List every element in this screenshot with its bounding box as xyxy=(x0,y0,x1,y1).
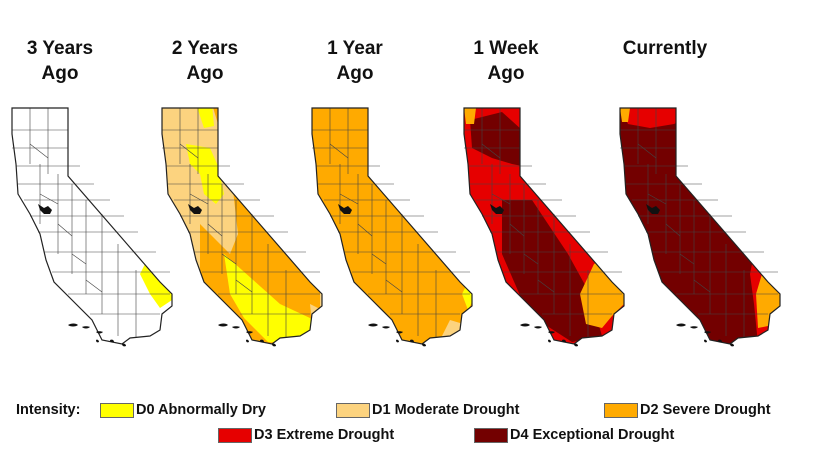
legend-label-d4: D4 Exceptional Drought xyxy=(510,427,675,443)
panel-title-1-week-ago: 1 Week Ago xyxy=(473,38,539,84)
legend-swatch-d3 xyxy=(218,428,252,443)
legend-swatch-d1 xyxy=(336,403,370,418)
map-1-year-ago xyxy=(311,107,473,347)
map-1-week-ago xyxy=(463,107,625,347)
panel-title-3-years-ago: 3 Years Ago xyxy=(26,38,94,84)
legend-label-d1: D1 Moderate Drought xyxy=(372,402,520,418)
legend-swatch-d2 xyxy=(604,403,638,418)
map-2-years-ago xyxy=(161,107,323,347)
legend-swatch-d0 xyxy=(100,403,134,418)
legend-label-d0: D0 Abnormally Dry xyxy=(136,402,266,418)
legend-label-d2: D2 Severe Drought xyxy=(640,402,771,418)
panel-title-2-years-ago: 2 Years Ago xyxy=(171,38,239,84)
panel-title-1-year-ago: 1 Year Ago xyxy=(327,38,383,84)
panel-title-currently: Currently xyxy=(622,38,708,59)
legend-intensity-label: Intensity: xyxy=(16,402,81,418)
map-currently xyxy=(619,107,781,347)
legend-label-d3: D3 Extreme Drought xyxy=(254,427,395,443)
map-3-years-ago xyxy=(11,107,173,347)
legend-swatch-d4 xyxy=(474,428,508,443)
